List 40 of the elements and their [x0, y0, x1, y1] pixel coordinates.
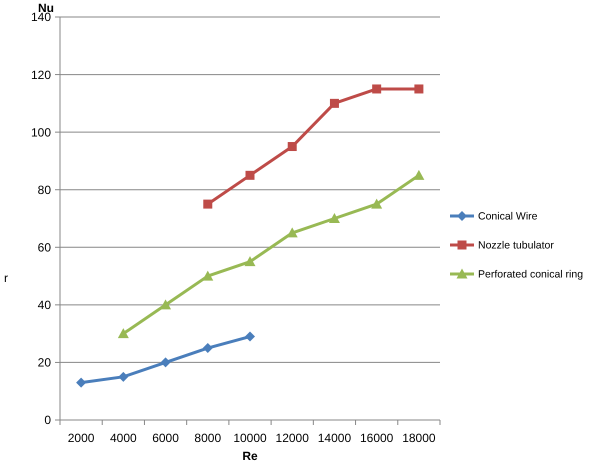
- point: [328, 213, 340, 223]
- point: [371, 198, 382, 209]
- x-tick-label: 18000: [402, 431, 436, 445]
- x-tick-label: 14000: [318, 431, 352, 445]
- point: [288, 142, 297, 152]
- point: [413, 170, 424, 180]
- legend-label: Conical Wire: [478, 210, 538, 223]
- x-tick-label: 8000: [194, 431, 222, 445]
- text: r: [4, 271, 8, 285]
- point: [118, 328, 129, 338]
- point: [286, 227, 298, 238]
- point: [414, 84, 424, 94]
- point: [372, 84, 382, 94]
- point: [118, 372, 128, 382]
- y-tick-label: 40: [38, 298, 52, 312]
- x-tick-label: 6000: [152, 431, 180, 445]
- point: [330, 98, 339, 108]
- y-tick-label: 100: [30, 125, 52, 140]
- x-tick-label: 16000: [360, 431, 394, 445]
- point: [246, 170, 254, 180]
- y-tick-label: 60: [38, 240, 52, 254]
- x-tick-label: 12000: [276, 431, 310, 445]
- x-tick-label: 2000: [68, 431, 95, 445]
- legend-label: Perforated conical ring: [478, 268, 584, 281]
- x-tick-label: 4000: [110, 431, 138, 445]
- point: [244, 256, 256, 266]
- y-tick-label: 20: [38, 356, 52, 370]
- legend-label: Nozzle tubulator: [478, 240, 554, 252]
- point: [160, 357, 171, 368]
- point: [202, 343, 213, 354]
- point: [203, 200, 212, 209]
- point: [76, 378, 86, 388]
- point: [245, 332, 255, 342]
- y-tick-label: 120: [30, 68, 52, 82]
- point: [160, 299, 172, 310]
- x-axis-title: Re: [242, 449, 258, 463]
- x-tick-label: 10000: [233, 431, 268, 445]
- y-tick-label: 80: [38, 182, 52, 197]
- point: [202, 270, 214, 281]
- y-tick-label: 0: [44, 413, 52, 428]
